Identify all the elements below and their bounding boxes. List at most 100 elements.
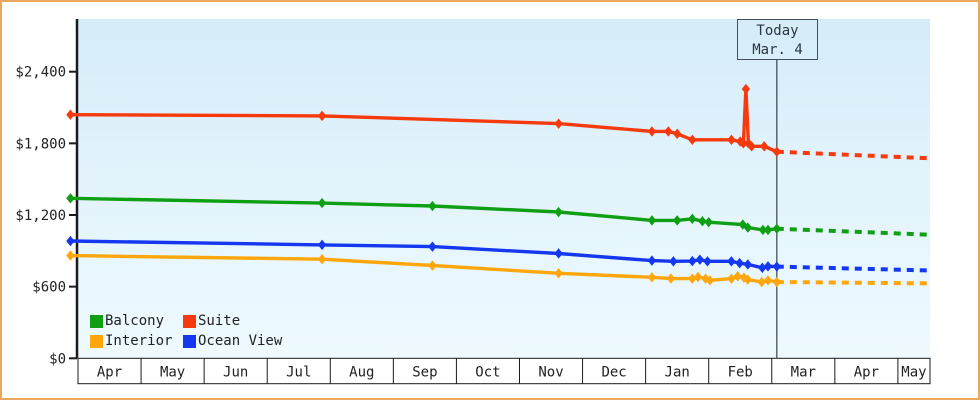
data-point-marker bbox=[772, 146, 782, 157]
data-point-marker bbox=[695, 254, 705, 265]
month-label: Sep bbox=[412, 364, 437, 380]
month-label: Jun bbox=[223, 364, 248, 380]
today-date: Mar. 4 bbox=[752, 42, 803, 58]
data-point-marker bbox=[647, 255, 657, 266]
series-forecast-line bbox=[776, 264, 930, 273]
data-point-marker bbox=[760, 141, 769, 152]
y-tick-label: $1,200 bbox=[15, 208, 66, 224]
data-point-marker bbox=[733, 271, 742, 282]
data-point-marker bbox=[647, 215, 657, 226]
data-point-marker bbox=[763, 275, 773, 286]
y-tick-label: $1,800 bbox=[15, 136, 66, 152]
data-point-marker bbox=[743, 259, 753, 270]
data-point-marker bbox=[772, 276, 782, 288]
data-point-marker bbox=[688, 213, 697, 225]
data-point-marker bbox=[758, 262, 767, 273]
data-point-marker bbox=[554, 268, 563, 279]
month-label: May bbox=[901, 364, 926, 380]
data-point-marker bbox=[647, 272, 657, 283]
month-label: Dec bbox=[601, 364, 626, 380]
data-point-marker bbox=[763, 261, 773, 272]
data-point-marker bbox=[66, 193, 75, 204]
data-point-marker bbox=[554, 118, 563, 129]
today-annotation: Today Mar. 4 bbox=[737, 19, 818, 60]
legend-row: Balcony Suite bbox=[90, 311, 276, 331]
today-label: Today bbox=[756, 23, 799, 39]
data-point-marker bbox=[688, 255, 697, 267]
month-band bbox=[77, 357, 931, 385]
data-point-marker bbox=[664, 126, 673, 137]
month-label: Feb bbox=[728, 364, 753, 380]
data-point-marker bbox=[428, 241, 437, 252]
legend-item-ocean-view: Ocean View bbox=[183, 333, 282, 349]
data-point-marker bbox=[317, 253, 327, 265]
data-point-marker bbox=[554, 206, 563, 218]
month-label: May bbox=[160, 364, 185, 380]
legend-item-interior: Interior bbox=[90, 333, 183, 349]
data-point-marker bbox=[741, 83, 751, 95]
month-label: Nov bbox=[538, 364, 563, 380]
data-point-marker bbox=[727, 134, 736, 145]
data-point-marker bbox=[317, 110, 327, 122]
data-point-marker bbox=[428, 200, 437, 212]
data-point-marker bbox=[743, 274, 753, 285]
data-point-marker bbox=[66, 250, 75, 261]
legend-item-balcony: Balcony bbox=[90, 313, 183, 329]
data-point-marker bbox=[666, 273, 676, 284]
data-point-marker bbox=[647, 126, 657, 137]
data-point-marker bbox=[757, 276, 766, 288]
series-forecast-line bbox=[776, 149, 930, 161]
series-forecast-line bbox=[776, 226, 930, 237]
legend-label: Ocean View bbox=[198, 333, 283, 349]
legend-label: Interior bbox=[105, 333, 173, 349]
legend-item-suite: Suite bbox=[183, 313, 276, 329]
month-label: Oct bbox=[475, 364, 500, 380]
data-point-marker bbox=[688, 134, 697, 145]
data-point-marker bbox=[693, 271, 703, 283]
legend-swatch-icon bbox=[183, 314, 196, 328]
data-point-marker bbox=[698, 216, 707, 227]
data-point-marker bbox=[743, 222, 753, 233]
data-point-marker bbox=[317, 197, 327, 209]
legend-row: Interior Ocean View bbox=[90, 331, 282, 351]
month-label: Jan bbox=[665, 364, 690, 380]
chart-legend: Balcony Suite Interior Ocean View bbox=[90, 311, 282, 351]
data-point-marker bbox=[672, 128, 682, 139]
data-point-marker bbox=[763, 224, 773, 236]
month-label: Apr bbox=[854, 364, 879, 380]
data-point-marker bbox=[727, 273, 736, 284]
data-point-marker bbox=[688, 273, 697, 284]
series-line bbox=[70, 196, 778, 232]
legend-swatch-icon bbox=[90, 334, 103, 348]
data-point-marker bbox=[747, 141, 756, 152]
y-tick-label: $600 bbox=[32, 280, 66, 296]
data-point-marker bbox=[669, 256, 678, 267]
data-point-marker bbox=[739, 138, 748, 149]
data-point-marker bbox=[735, 257, 744, 269]
series-line bbox=[70, 87, 778, 154]
plot-background bbox=[78, 19, 930, 358]
legend-swatch-icon bbox=[183, 334, 196, 348]
legend-swatch-icon bbox=[90, 314, 103, 328]
y-tick-label: $2,400 bbox=[15, 65, 66, 81]
legend-label: Suite bbox=[198, 313, 241, 329]
data-point-marker bbox=[317, 239, 327, 251]
data-point-marker bbox=[428, 260, 437, 271]
legend-label: Balcony bbox=[105, 313, 165, 329]
data-point-marker bbox=[554, 248, 563, 259]
data-point-marker bbox=[703, 256, 712, 267]
month-label: Mar bbox=[791, 364, 816, 380]
data-point-marker bbox=[66, 109, 75, 120]
month-label: Apr bbox=[97, 364, 122, 380]
series-forecast-line bbox=[776, 280, 930, 286]
data-point-marker bbox=[705, 275, 715, 286]
data-point-marker bbox=[758, 224, 768, 236]
y-tick-label: $0 bbox=[49, 351, 66, 367]
data-point-marker bbox=[727, 256, 736, 267]
month-label: Jul bbox=[286, 364, 311, 380]
data-point-marker bbox=[66, 235, 75, 247]
data-point-marker bbox=[672, 215, 682, 226]
data-point-marker bbox=[772, 223, 782, 234]
